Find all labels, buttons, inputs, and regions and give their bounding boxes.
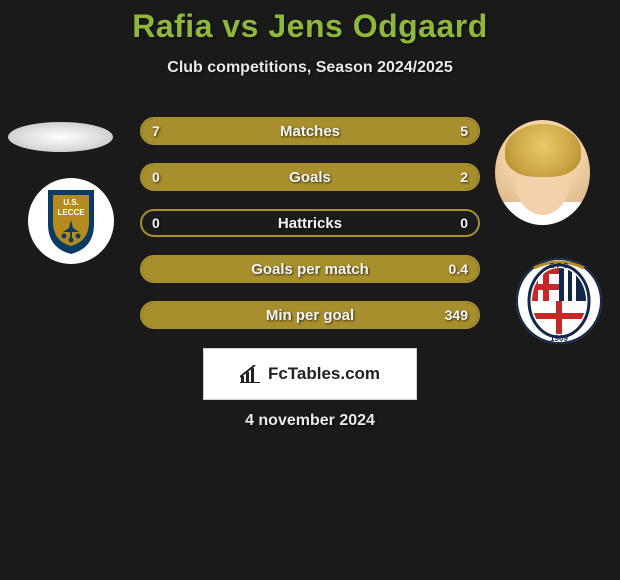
stat-value-right: 2	[460, 165, 468, 189]
comparison-card: Rafia vs Jens Odgaard Club competitions,…	[0, 0, 620, 580]
stat-label: Matches	[142, 119, 478, 143]
stat-row: Min per goal349	[140, 301, 480, 329]
stat-value-right: 349	[445, 303, 468, 327]
stat-value-left: 0	[152, 165, 160, 189]
stat-value-right: 0	[460, 211, 468, 235]
stat-row: 0Goals2	[140, 163, 480, 191]
stat-row: Goals per match0.4	[140, 255, 480, 283]
stat-value-right: 0.4	[449, 257, 468, 281]
stat-label: Goals per match	[142, 257, 478, 281]
stat-row: 7Matches5	[140, 117, 480, 145]
stat-value-left: 7	[152, 119, 160, 143]
subtitle: Club competitions, Season 2024/2025	[0, 59, 620, 77]
brand-badge[interactable]: FcTables.com	[203, 348, 417, 400]
stat-row: 0Hattricks0	[140, 209, 480, 237]
date-label: 4 november 2024	[0, 412, 620, 430]
stat-label: Hattricks	[142, 211, 478, 235]
stat-label: Goals	[142, 165, 478, 189]
stat-label: Min per goal	[142, 303, 478, 327]
page-title: Rafia vs Jens Odgaard	[0, 8, 620, 45]
stats-bars: 7Matches50Goals20Hattricks0Goals per mat…	[0, 117, 620, 357]
brand-label: FcTables.com	[268, 364, 380, 384]
bar-chart-icon	[240, 365, 262, 383]
stat-value-left: 0	[152, 211, 160, 235]
stat-value-right: 5	[460, 119, 468, 143]
